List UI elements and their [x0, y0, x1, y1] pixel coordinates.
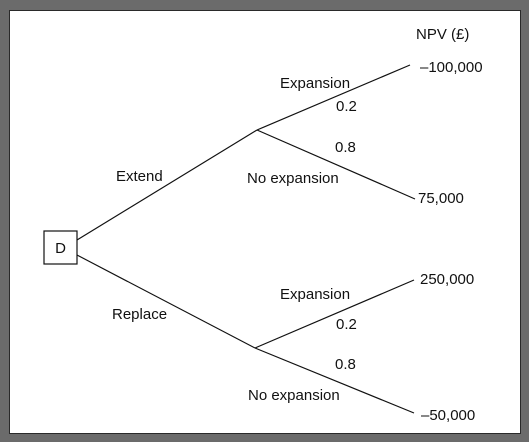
npv-header: NPV (£): [416, 26, 469, 43]
npv-replace-no-expansion: –50,000: [421, 407, 475, 424]
edge-extend-no-expansion: [256, 129, 416, 200]
branch-label-extend: Extend: [116, 168, 163, 185]
diagram-panel: [9, 10, 521, 434]
prob-replace-no-expansion: 0.8: [335, 356, 356, 373]
edge-replace-expansion: [254, 279, 415, 349]
prob-replace-expansion: 0.2: [336, 316, 357, 333]
event-replace-no-expansion: No expansion: [248, 387, 340, 404]
branch-label-replace: Replace: [112, 306, 167, 323]
npv-replace-expansion: 250,000: [420, 271, 474, 288]
edge-replace-no-expansion: [254, 347, 415, 414]
npv-extend-expansion: –100,000: [420, 59, 483, 76]
edge-extend-expansion: [256, 64, 411, 131]
decision-node-box: [43, 230, 78, 265]
edge-extend: [76, 129, 258, 241]
npv-extend-no-expansion: 75,000: [418, 190, 464, 207]
prob-extend-no-expansion: 0.8: [335, 139, 356, 156]
event-extend-expansion: Expansion: [280, 75, 350, 92]
edge-replace: [76, 254, 256, 349]
event-replace-expansion: Expansion: [280, 286, 350, 303]
decision-node-label: D: [55, 240, 66, 257]
prob-extend-expansion: 0.2: [336, 98, 357, 115]
event-extend-no-expansion: No expansion: [247, 170, 339, 187]
